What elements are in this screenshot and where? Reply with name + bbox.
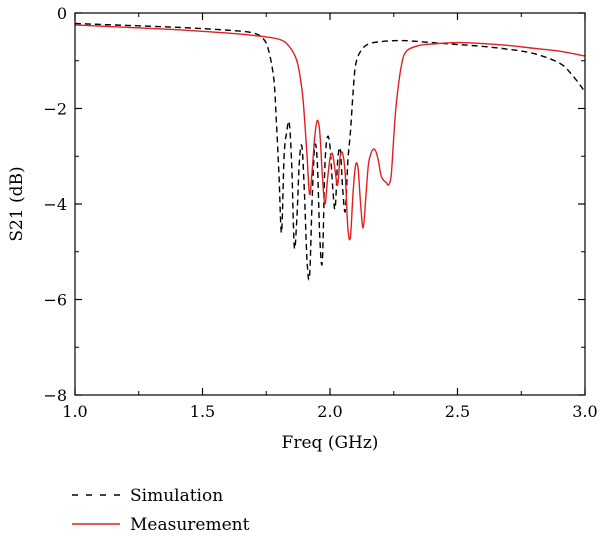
x-tick-label: 1.0: [62, 402, 87, 421]
x-tick-label: 2.0: [317, 402, 342, 421]
x-tick-label: 3.0: [572, 402, 597, 421]
y-tick-label: −2: [43, 100, 67, 119]
y-tick-label: −4: [43, 195, 67, 214]
legend: Simulation Measurement: [72, 486, 250, 535]
series-line-measurement: [75, 24, 585, 241]
ticks-layer: 1.0 1.5 2.0 2.5 3.0 0 −2 −4 −6 −8: [43, 4, 597, 421]
x-tick-label: 2.5: [445, 402, 470, 421]
x-tick-label: 1.5: [190, 402, 215, 421]
legend-label-simulation: Simulation: [130, 486, 223, 506]
x-axis-title: Freq (GHz): [282, 433, 379, 453]
y-tick-label: −8: [43, 386, 67, 405]
y-axis-title: S21 (dB): [7, 166, 27, 241]
y-tick-label: −6: [43, 291, 67, 310]
plot-frame: [74, 12, 586, 396]
series-line-simulation: [75, 22, 585, 281]
y-tick-label: 0: [57, 4, 67, 23]
series-layer: [75, 22, 585, 281]
legend-label-measurement: Measurement: [130, 515, 250, 535]
